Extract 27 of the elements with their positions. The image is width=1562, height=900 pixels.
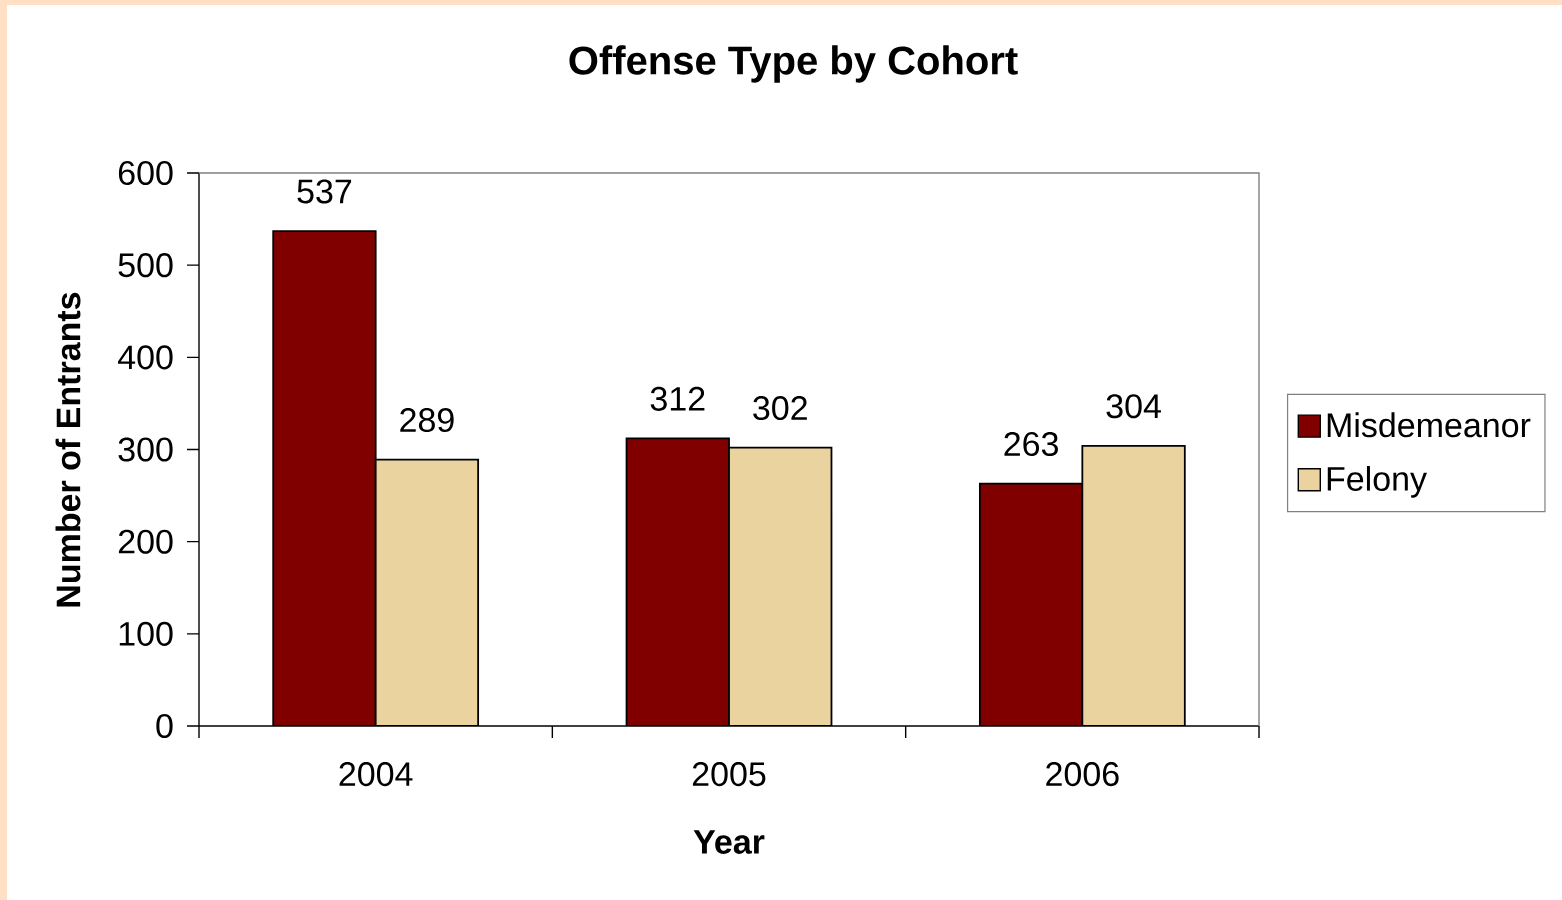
y-tick-label: 600: [118, 160, 173, 186]
x-tick-label: 2004: [339, 762, 413, 787]
bar: [978, 482, 1084, 726]
data-label: 537: [297, 179, 352, 204]
y-tick-label: 300: [118, 437, 173, 462]
y-tick-label: 500: [118, 253, 173, 278]
bar: [1081, 444, 1186, 726]
bar: [728, 446, 833, 726]
y-tick-label: 0: [156, 713, 173, 739]
x-axis-title: Year: [693, 830, 765, 854]
bar: [374, 458, 480, 726]
y-tick-label: 400: [117, 345, 173, 370]
y-tick-label: 100: [119, 621, 173, 646]
bar: [625, 437, 730, 726]
data-label: 312: [650, 386, 705, 411]
data-label: 289: [400, 407, 454, 433]
data-label: 302: [753, 396, 807, 421]
y-tick-label: 200: [118, 529, 173, 554]
chart-title: Offense Type by Cohort: [569, 45, 1018, 83]
legend-label: Felony: [1327, 466, 1427, 498]
data-label: 304: [1106, 394, 1161, 419]
x-tick-label: 2006: [1046, 762, 1119, 787]
legend-label: Misdemeanor: [1327, 412, 1531, 438]
data-label: 263: [1004, 431, 1058, 457]
x-tick-label: 2005: [692, 762, 766, 787]
bar: [272, 230, 377, 726]
y-axis-title: Number of Entrants: [55, 292, 81, 607]
